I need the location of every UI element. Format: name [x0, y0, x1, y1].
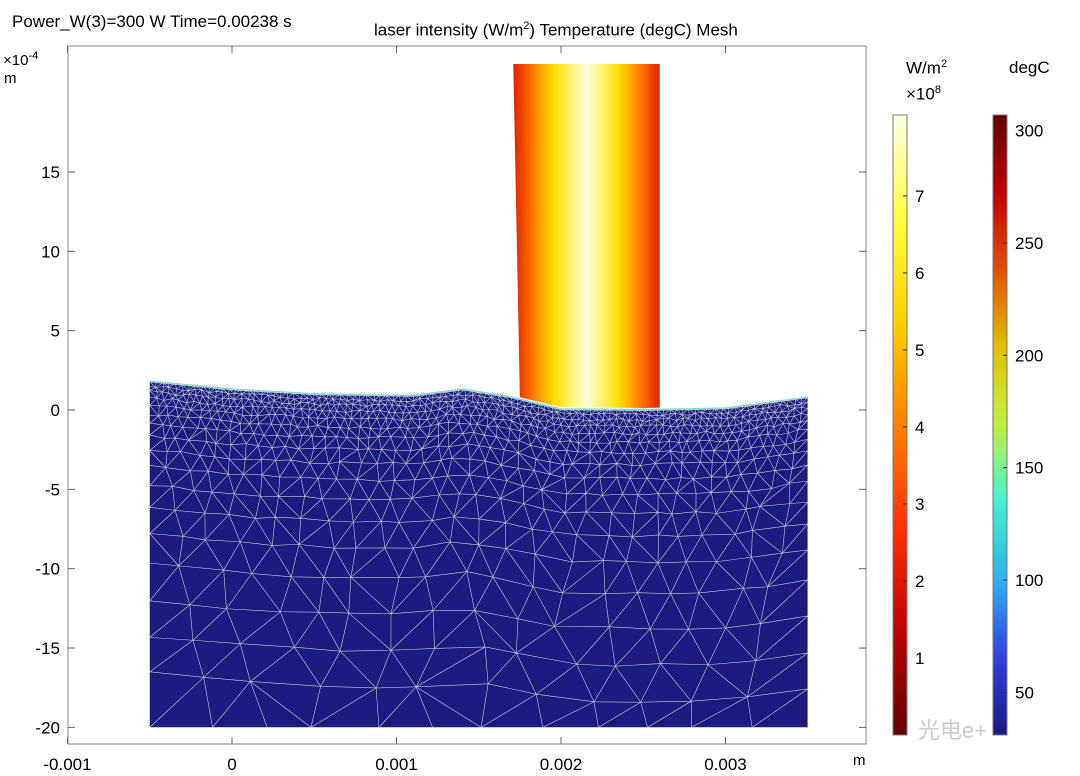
cbar1-mult-exp: 8: [934, 84, 941, 96]
laser-beam: [513, 64, 660, 408]
y-unit: m: [4, 70, 17, 87]
colorbar-tick-label: 2: [915, 572, 924, 591]
colorbar-tick-label: 6: [915, 264, 924, 283]
temperature-colorbar: [992, 114, 1008, 736]
plot-title-left: Power_W(3)=300 W Time=0.00238 s: [12, 12, 292, 31]
cbar1-multiplier: ×108: [906, 84, 941, 105]
title-suffix: ) Temperature (degC) Mesh: [529, 20, 738, 40]
x-tick-label: -0.001: [43, 755, 91, 774]
laser-intensity-colorbar: [892, 114, 908, 736]
colorbar-tick-label: 300: [1015, 122, 1043, 141]
y-tick-label: 10: [41, 242, 60, 261]
cbar1-unit: W/m2: [906, 58, 947, 79]
x-tick-label: 0.001: [375, 755, 418, 774]
colorbar-tick-label: 200: [1015, 346, 1043, 365]
x-unit: m: [853, 752, 866, 769]
y-tick-label: 5: [51, 322, 60, 341]
y-tick-label: -10: [35, 560, 60, 579]
x-tick-label: 0.002: [540, 755, 583, 774]
colorbar-tick-label: 250: [1015, 234, 1043, 253]
cbar2-unit: degC: [1009, 58, 1050, 77]
title-sup: 2: [523, 20, 530, 32]
title-prefix: laser intensity (W/m: [374, 20, 524, 40]
colorbar-tick-label: 5: [915, 341, 924, 360]
cbar1-mult-base: ×10: [906, 84, 935, 104]
cbar1-unit-sup: 2: [940, 58, 948, 70]
colorbar-tick-label: 100: [1015, 571, 1043, 590]
x-tick-label: 0: [227, 755, 236, 774]
watermark: 光电e+: [918, 718, 988, 743]
y-mult-base: ×10: [3, 52, 29, 69]
y-mult-exp: -4: [28, 50, 39, 62]
colorbar-tick-label: 150: [1015, 459, 1043, 478]
colorbar-tick-label: 50: [1015, 683, 1034, 702]
plot-title-right: laser intensity (W/m2) Temperature (degC…: [374, 20, 738, 41]
colorbar-tick-label: 7: [915, 187, 924, 206]
colorbar-tick-label: 3: [915, 495, 924, 514]
domain-region: [149, 381, 808, 728]
y-tick-label: -20: [35, 718, 60, 737]
y-tick-label: 0: [51, 401, 60, 420]
x-tick-label: 0.003: [704, 755, 747, 774]
cbar1-unit-base: W/m: [906, 58, 941, 78]
y-tick-label: -15: [35, 639, 60, 658]
y-tick-label: 15: [41, 163, 60, 182]
colorbar-tick-label: 4: [915, 418, 924, 437]
colorbar-tick-label: 1: [915, 649, 924, 668]
y-tick-label: -5: [45, 480, 60, 499]
mesh: [149, 381, 809, 728]
y-multiplier: ×10-4: [3, 50, 38, 69]
